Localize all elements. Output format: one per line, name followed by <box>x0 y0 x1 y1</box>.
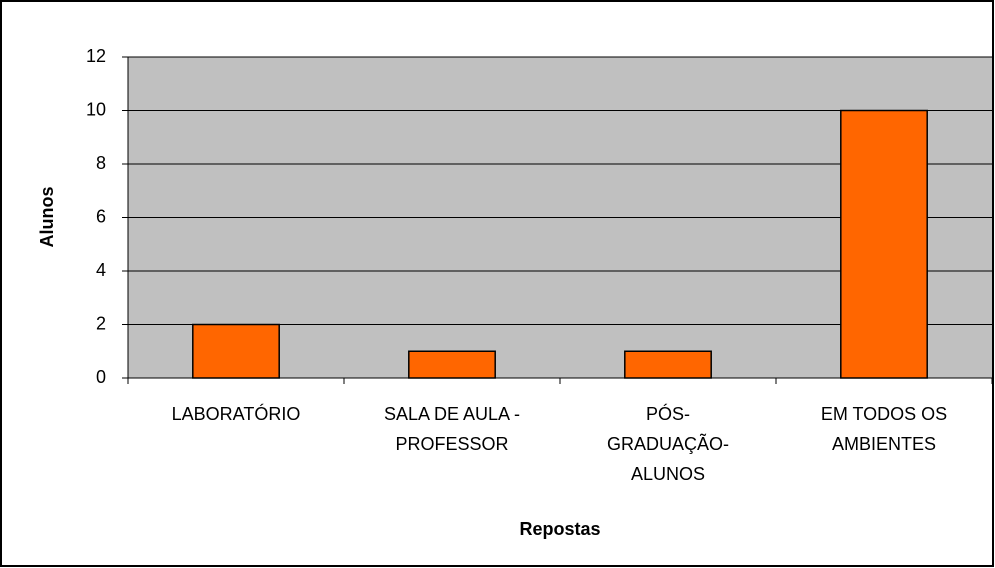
y-tick-label: 8 <box>96 153 106 173</box>
x-tick-label-line: EM TODOS OS <box>821 404 947 424</box>
x-tick-label-line: SALA DE AULA - <box>384 404 520 424</box>
bar <box>408 350 496 379</box>
x-axis-title: Repostas <box>519 519 600 539</box>
x-tick-label: LABORATÓRIO <box>172 403 301 424</box>
x-tick-label-line: AMBIENTES <box>832 434 936 454</box>
y-tick-label: 0 <box>96 367 106 387</box>
x-tick-label: PÓS- GRADUAÇÃO- ALUNOS <box>607 403 729 484</box>
x-tick-label-line: PROFESSOR <box>395 434 508 454</box>
bar <box>624 350 712 379</box>
y-tick-label: 4 <box>96 260 106 280</box>
x-tick-label: EM TODOS OS AMBIENTES <box>821 404 947 454</box>
x-tick-label-line: PÓS- <box>646 403 690 424</box>
bar <box>840 109 928 379</box>
y-tick-label: 6 <box>96 206 106 226</box>
y-tick-label: 12 <box>86 46 106 66</box>
x-tick-label-line: LABORATÓRIO <box>172 403 301 424</box>
x-tick-label-line: ALUNOS <box>631 464 705 484</box>
x-tick-label-line: GRADUAÇÃO- <box>607 433 729 454</box>
x-tick-label: SALA DE AULA - PROFESSOR <box>384 404 520 454</box>
y-axis-title: Alunos <box>37 187 57 248</box>
bar <box>192 323 280 379</box>
y-tick-label: 2 <box>96 313 106 333</box>
y-tick-label: 10 <box>86 99 106 119</box>
